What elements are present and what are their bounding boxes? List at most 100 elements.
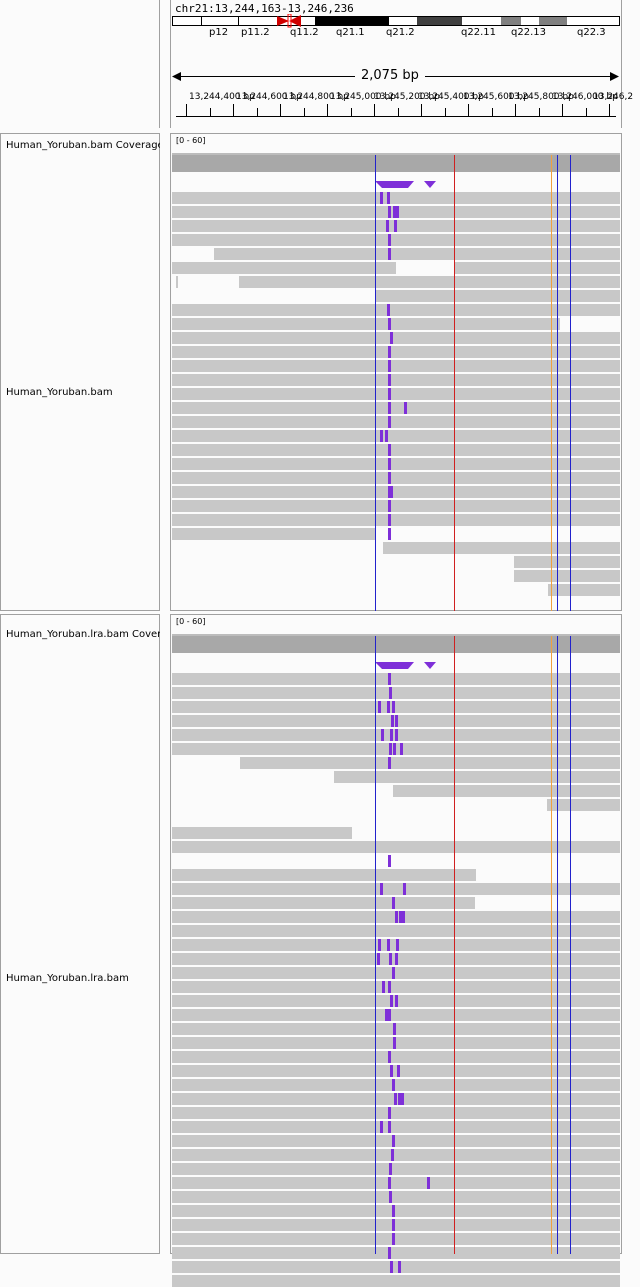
alignment-read[interactable] — [172, 1177, 620, 1189]
insertion-glyph — [388, 486, 391, 498]
ruler-tick — [186, 104, 187, 116]
alignment-read[interactable] — [172, 332, 620, 344]
insertion-marker-icon — [375, 181, 436, 188]
alignment-read[interactable] — [172, 1009, 620, 1021]
alignment-read[interactable] — [172, 925, 620, 937]
insertion-glyph — [387, 192, 390, 204]
alignment-read[interactable] — [383, 542, 620, 554]
alignment-read[interactable] — [172, 500, 620, 512]
alignment-read[interactable] — [172, 1205, 620, 1217]
alignment-read[interactable] — [454, 262, 620, 274]
alignment-read[interactable] — [172, 528, 376, 540]
alignment-read[interactable] — [172, 1261, 620, 1273]
alignment-read[interactable] — [172, 1107, 620, 1119]
alignment-read[interactable] — [172, 388, 620, 400]
alignment-read[interactable] — [547, 799, 620, 811]
alignment-read[interactable] — [172, 472, 620, 484]
alignment-read[interactable] — [172, 416, 620, 428]
name-panel-track-2: Human_Yoruban.lra.bam Coverage Human_Yor… — [0, 614, 160, 1254]
insertion-glyph — [389, 1191, 392, 1203]
alignment-read[interactable] — [172, 1275, 620, 1287]
insertion-glyph — [398, 1093, 401, 1105]
alignment-read[interactable] — [172, 374, 620, 386]
alignment-read[interactable] — [172, 981, 620, 993]
alignment-read[interactable] — [239, 276, 620, 288]
alignment-read[interactable] — [172, 743, 620, 755]
coverage-bar — [172, 153, 620, 155]
alignment-read[interactable] — [172, 234, 620, 246]
insertion-glyph — [388, 388, 391, 400]
alignment-read[interactable] — [172, 1121, 620, 1133]
alignment-read[interactable] — [172, 1247, 620, 1259]
alignment-read[interactable] — [172, 318, 560, 330]
alignment-read[interactable] — [172, 192, 620, 204]
insertion-glyph — [392, 1219, 395, 1231]
ruler-tick — [374, 104, 375, 116]
alignment-read[interactable] — [172, 360, 620, 372]
coverage-track-label-2[interactable]: Human_Yoruban.lra.bam Coverage — [6, 629, 160, 640]
band-label-q11-2: q11.2 — [290, 27, 319, 38]
alignment-read[interactable] — [514, 570, 620, 582]
insertion-glyph — [385, 1009, 388, 1021]
alignment-read[interactable] — [172, 346, 620, 358]
alignment-read[interactable] — [172, 1163, 620, 1175]
alignment-read[interactable] — [172, 1065, 620, 1077]
chromosome-ideogram[interactable] — [172, 16, 620, 26]
alignment-read[interactable] — [176, 276, 178, 288]
alignment-read[interactable] — [172, 430, 620, 442]
alignment-read[interactable] — [172, 262, 396, 274]
current-region-marker — [287, 14, 292, 28]
ruler-tick — [257, 108, 258, 116]
alignment-read[interactable] — [172, 402, 620, 414]
insertion-glyph — [390, 1065, 393, 1077]
alignment-read[interactable] — [172, 897, 475, 909]
alignment-read[interactable] — [172, 1219, 620, 1231]
alignment-read[interactable] — [172, 687, 620, 699]
insertion-glyph — [400, 743, 403, 755]
insertion-glyph — [388, 346, 391, 358]
insertion-glyph — [391, 1149, 394, 1161]
alignment-read[interactable] — [172, 1051, 620, 1063]
ruler-tick — [515, 104, 516, 116]
alignment-read[interactable] — [172, 1191, 620, 1203]
alignment-read[interactable] — [172, 514, 620, 526]
alignment-read[interactable] — [172, 1079, 620, 1091]
insertion-glyph — [395, 995, 398, 1007]
alignment-read[interactable] — [172, 869, 476, 881]
alignment-read[interactable] — [172, 458, 620, 470]
alignment-read[interactable] — [334, 771, 620, 783]
alignment-read[interactable] — [548, 584, 620, 596]
alignment-read[interactable] — [172, 1037, 620, 1049]
ruler-tick-label: 13,244,800 bp — [283, 92, 349, 102]
alignment-read[interactable] — [172, 827, 352, 839]
coverage-range-2: [0 - 60] — [176, 617, 206, 626]
mismatch-line — [557, 636, 558, 1254]
alignment-track-label-1[interactable]: Human_Yoruban.bam — [6, 387, 113, 398]
alignment-read[interactable] — [375, 290, 620, 302]
alignment-read[interactable] — [172, 486, 620, 498]
ruler-tick — [304, 108, 305, 116]
coverage-track-label-1[interactable]: Human_Yoruban.bam Coverage — [6, 140, 160, 151]
insertion-glyph — [393, 743, 396, 755]
alignment-read[interactable] — [214, 248, 620, 260]
ruler-tick — [351, 108, 352, 116]
alignment-read[interactable] — [172, 701, 620, 713]
alignment-read[interactable] — [240, 757, 620, 769]
alignment-track-label-2[interactable]: Human_Yoruban.lra.bam — [6, 973, 129, 984]
alignment-read[interactable] — [172, 841, 620, 853]
alignment-read[interactable] — [514, 556, 620, 568]
alignment-read[interactable] — [172, 1023, 620, 1035]
mismatch-line — [570, 155, 571, 611]
alignment-read[interactable] — [172, 1149, 620, 1161]
alignment-read[interactable] — [172, 1135, 620, 1147]
mismatch-line — [375, 636, 376, 1254]
insertion-glyph — [388, 360, 391, 372]
alignment-read[interactable] — [172, 967, 620, 979]
alignment-read[interactable] — [172, 883, 620, 895]
alignment-read[interactable] — [172, 444, 620, 456]
alignment-read[interactable] — [172, 1233, 620, 1245]
ideogram-band — [238, 17, 239, 25]
alignment-read[interactable] — [393, 785, 620, 797]
alignment-read[interactable] — [172, 304, 620, 316]
alignment-read[interactable] — [172, 673, 620, 685]
